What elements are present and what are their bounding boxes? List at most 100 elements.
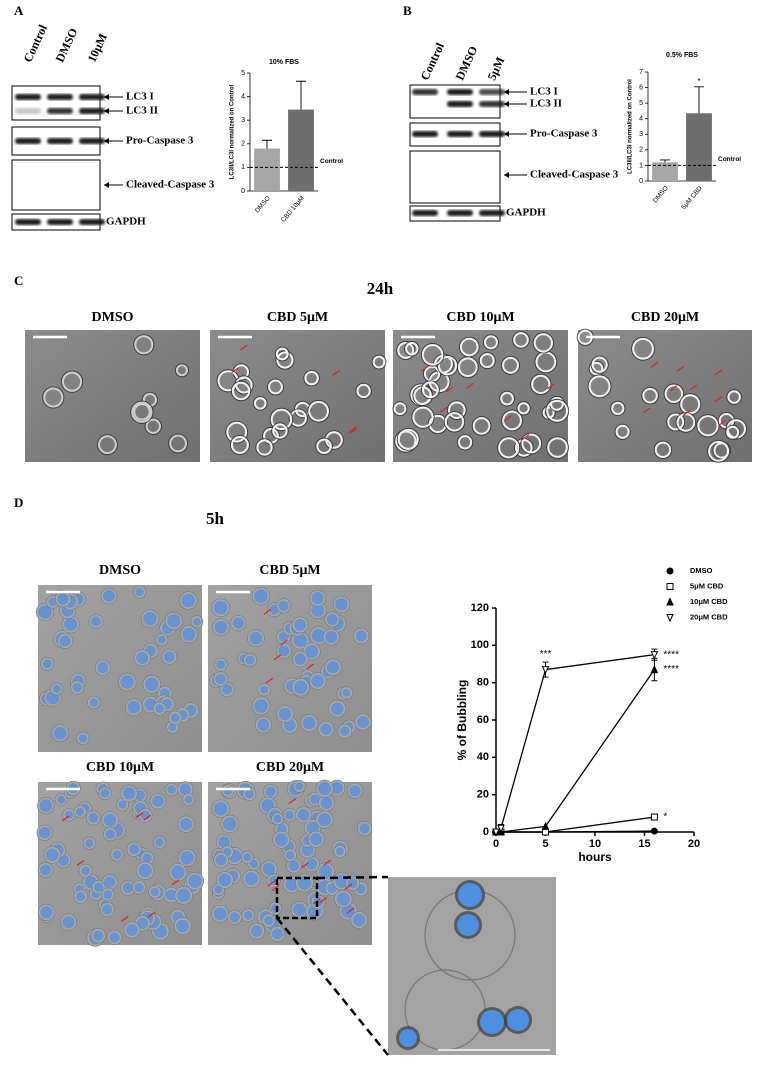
nucleus xyxy=(103,813,117,827)
red-arrow xyxy=(718,420,726,427)
arrow-head xyxy=(504,172,509,178)
time-label: 24h xyxy=(367,279,394,298)
cell-rim xyxy=(267,378,284,396)
nucleus xyxy=(254,589,268,604)
red-arrow xyxy=(265,677,274,684)
cell xyxy=(268,379,283,395)
nucleus xyxy=(142,853,152,864)
zoom-line xyxy=(276,917,389,1056)
band xyxy=(79,138,105,144)
image-title: CBD 20μM xyxy=(631,310,699,325)
lane-label: 5μM xyxy=(485,55,508,83)
nucleus xyxy=(38,826,51,839)
band-label: Cleaved-Caspase 3 xyxy=(126,179,215,191)
nucleus xyxy=(507,1009,529,1031)
nucleus xyxy=(273,814,282,823)
nucleus xyxy=(352,913,366,927)
nucleus xyxy=(150,887,160,897)
arrow-head xyxy=(104,108,109,114)
red-arrow xyxy=(650,361,659,368)
nucleus xyxy=(171,865,185,880)
nucleus xyxy=(180,851,194,865)
cell xyxy=(615,424,630,439)
nucleus xyxy=(250,925,263,937)
marker xyxy=(650,827,658,835)
nucleus xyxy=(293,680,308,695)
cell-rim xyxy=(532,332,554,354)
cell-rim xyxy=(478,352,496,370)
nucleus xyxy=(249,631,263,645)
cell xyxy=(98,435,117,455)
cell-rim xyxy=(355,382,372,400)
marker xyxy=(666,583,674,590)
nucleus xyxy=(317,782,332,796)
marker xyxy=(666,614,674,623)
nucleus xyxy=(167,785,177,794)
blot-box xyxy=(409,150,501,204)
nucleus xyxy=(311,628,326,643)
cell-rim xyxy=(396,427,420,451)
y-tick-label: 3 xyxy=(241,117,245,124)
nucleus xyxy=(72,682,82,693)
cell xyxy=(131,401,153,423)
cell xyxy=(276,351,294,369)
error-bar xyxy=(660,159,670,163)
cell-rim xyxy=(520,432,543,455)
cell xyxy=(272,423,288,439)
nucleus xyxy=(305,644,319,659)
marker xyxy=(650,664,659,674)
y-tick-label: 60 xyxy=(477,714,489,726)
band xyxy=(79,94,105,100)
red-arrow xyxy=(143,814,152,821)
band-label: GAPDH xyxy=(106,216,146,228)
nucleus xyxy=(218,836,230,848)
nucleus xyxy=(278,645,290,657)
cell-rim xyxy=(482,334,500,351)
nucleus xyxy=(136,651,149,665)
red-arrow xyxy=(669,385,678,392)
marker xyxy=(497,824,505,833)
cell-rim xyxy=(590,355,609,374)
cell xyxy=(727,390,741,404)
nucleus xyxy=(244,789,254,799)
red-arrow xyxy=(420,365,429,372)
y-tick-label: 4 xyxy=(639,116,643,123)
y-tick-label: 0 xyxy=(639,178,643,185)
nucleus xyxy=(330,782,344,795)
chart-title: 10% FBS xyxy=(269,59,299,66)
significance: * xyxy=(697,77,700,86)
red-arrow xyxy=(267,880,276,887)
red-arrow xyxy=(682,409,691,416)
band xyxy=(47,108,73,114)
cell-rim xyxy=(447,400,467,420)
cell-rim xyxy=(436,355,459,377)
cell xyxy=(459,337,479,357)
cell-rim xyxy=(288,408,308,428)
nucleus xyxy=(64,617,78,631)
micrograph xyxy=(210,330,385,462)
cell-rim xyxy=(546,436,569,459)
band-label: LC3 I xyxy=(126,91,154,103)
marker xyxy=(541,666,550,675)
image-title: DMSO xyxy=(92,310,134,325)
band xyxy=(479,131,505,137)
marker xyxy=(492,828,500,837)
cell xyxy=(458,357,478,378)
cell-rim xyxy=(174,363,189,378)
y-axis-label: LC3II/LC3I normalized on Control xyxy=(628,79,634,174)
nucleus xyxy=(144,677,159,692)
nucleus xyxy=(293,903,306,917)
cell-rim xyxy=(530,373,552,395)
nucleus xyxy=(325,631,338,644)
zoom-line xyxy=(316,875,389,880)
cell xyxy=(611,401,625,416)
red-arrow xyxy=(332,369,341,376)
cell xyxy=(308,400,329,422)
y-tick-label: 0 xyxy=(483,826,489,838)
band xyxy=(15,219,41,225)
cell-rim xyxy=(392,401,408,417)
y-tick-label: 5 xyxy=(639,100,643,107)
red-arrow xyxy=(319,897,328,904)
cell-rim xyxy=(666,412,686,432)
